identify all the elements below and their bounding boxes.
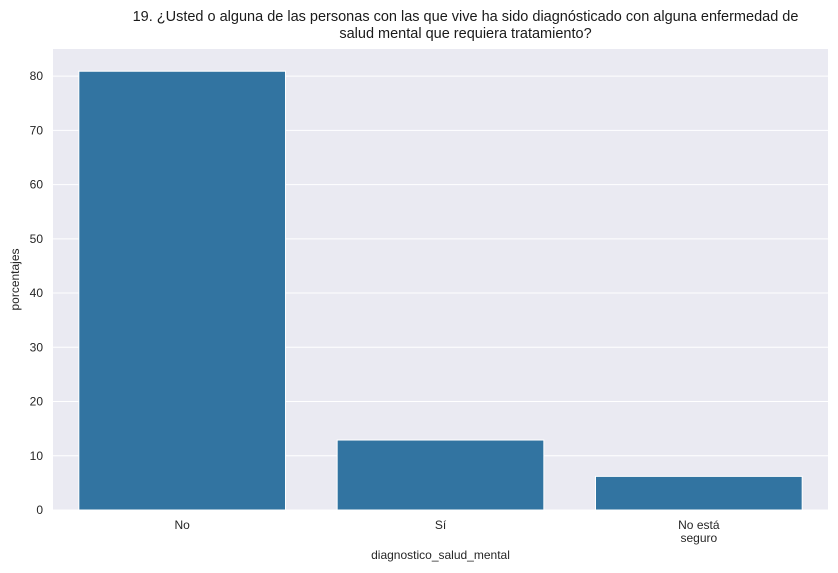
y-tick-label: 10 [30,449,44,463]
x-tick-label: No está [678,518,720,532]
y-tick-label: 80 [30,69,44,83]
x-tick-label: No [174,518,190,532]
y-tick-label: 0 [36,503,43,517]
chart-title-line-2: salud mental que requiera tratamiento? [339,26,591,42]
y-tick-label: 20 [30,395,44,409]
bar [336,439,545,511]
y-tick-label: 30 [30,340,44,354]
chart-title-line-1: 19. ¿Usted o alguna de las personas con … [133,9,799,25]
bar [595,475,803,511]
y-axis-ticks: 0 10 20 30 40 50 60 70 80 [30,69,44,517]
x-tick-label: Sí [435,518,447,532]
y-tick-label: 40 [30,286,44,300]
y-axis-label: porcentajes [8,248,22,310]
bar [78,70,287,511]
y-tick-label: 60 [30,178,44,192]
bars [78,70,803,511]
y-tick-label: 70 [30,123,44,137]
y-tick-label: 50 [30,232,44,246]
x-tick-label: seguro [680,531,717,545]
x-axis-label: diagnostico_salud_mental [371,548,510,562]
